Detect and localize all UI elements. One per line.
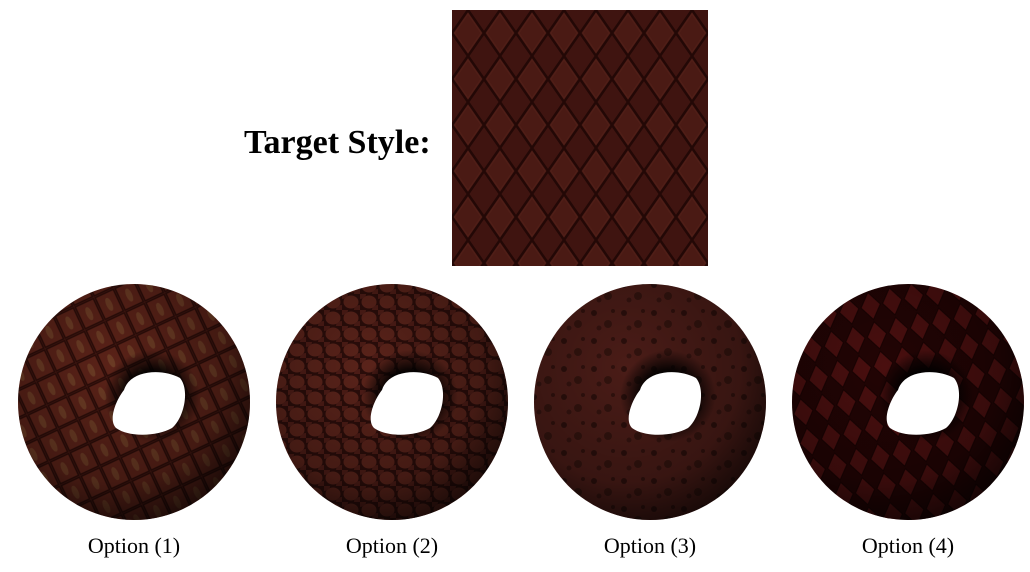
torus-render — [534, 284, 766, 520]
option-4-caption: Option (4) — [861, 533, 955, 558]
torus-render — [792, 284, 1024, 520]
target-style-texture — [452, 10, 708, 266]
option-4-torus[interactable] — [786, 278, 1030, 528]
option-3-caption: Option (3) — [603, 533, 697, 558]
option-3-torus[interactable] — [528, 278, 772, 528]
option-1-caption: Option (1) — [87, 533, 181, 558]
option-2-torus[interactable] — [270, 278, 514, 528]
option-2-caption: Option (2) — [345, 533, 439, 558]
torus-render — [276, 284, 508, 520]
torus-render — [18, 284, 250, 520]
option-1-torus[interactable] — [12, 278, 256, 528]
target-style-label: Target Style: — [244, 124, 431, 161]
